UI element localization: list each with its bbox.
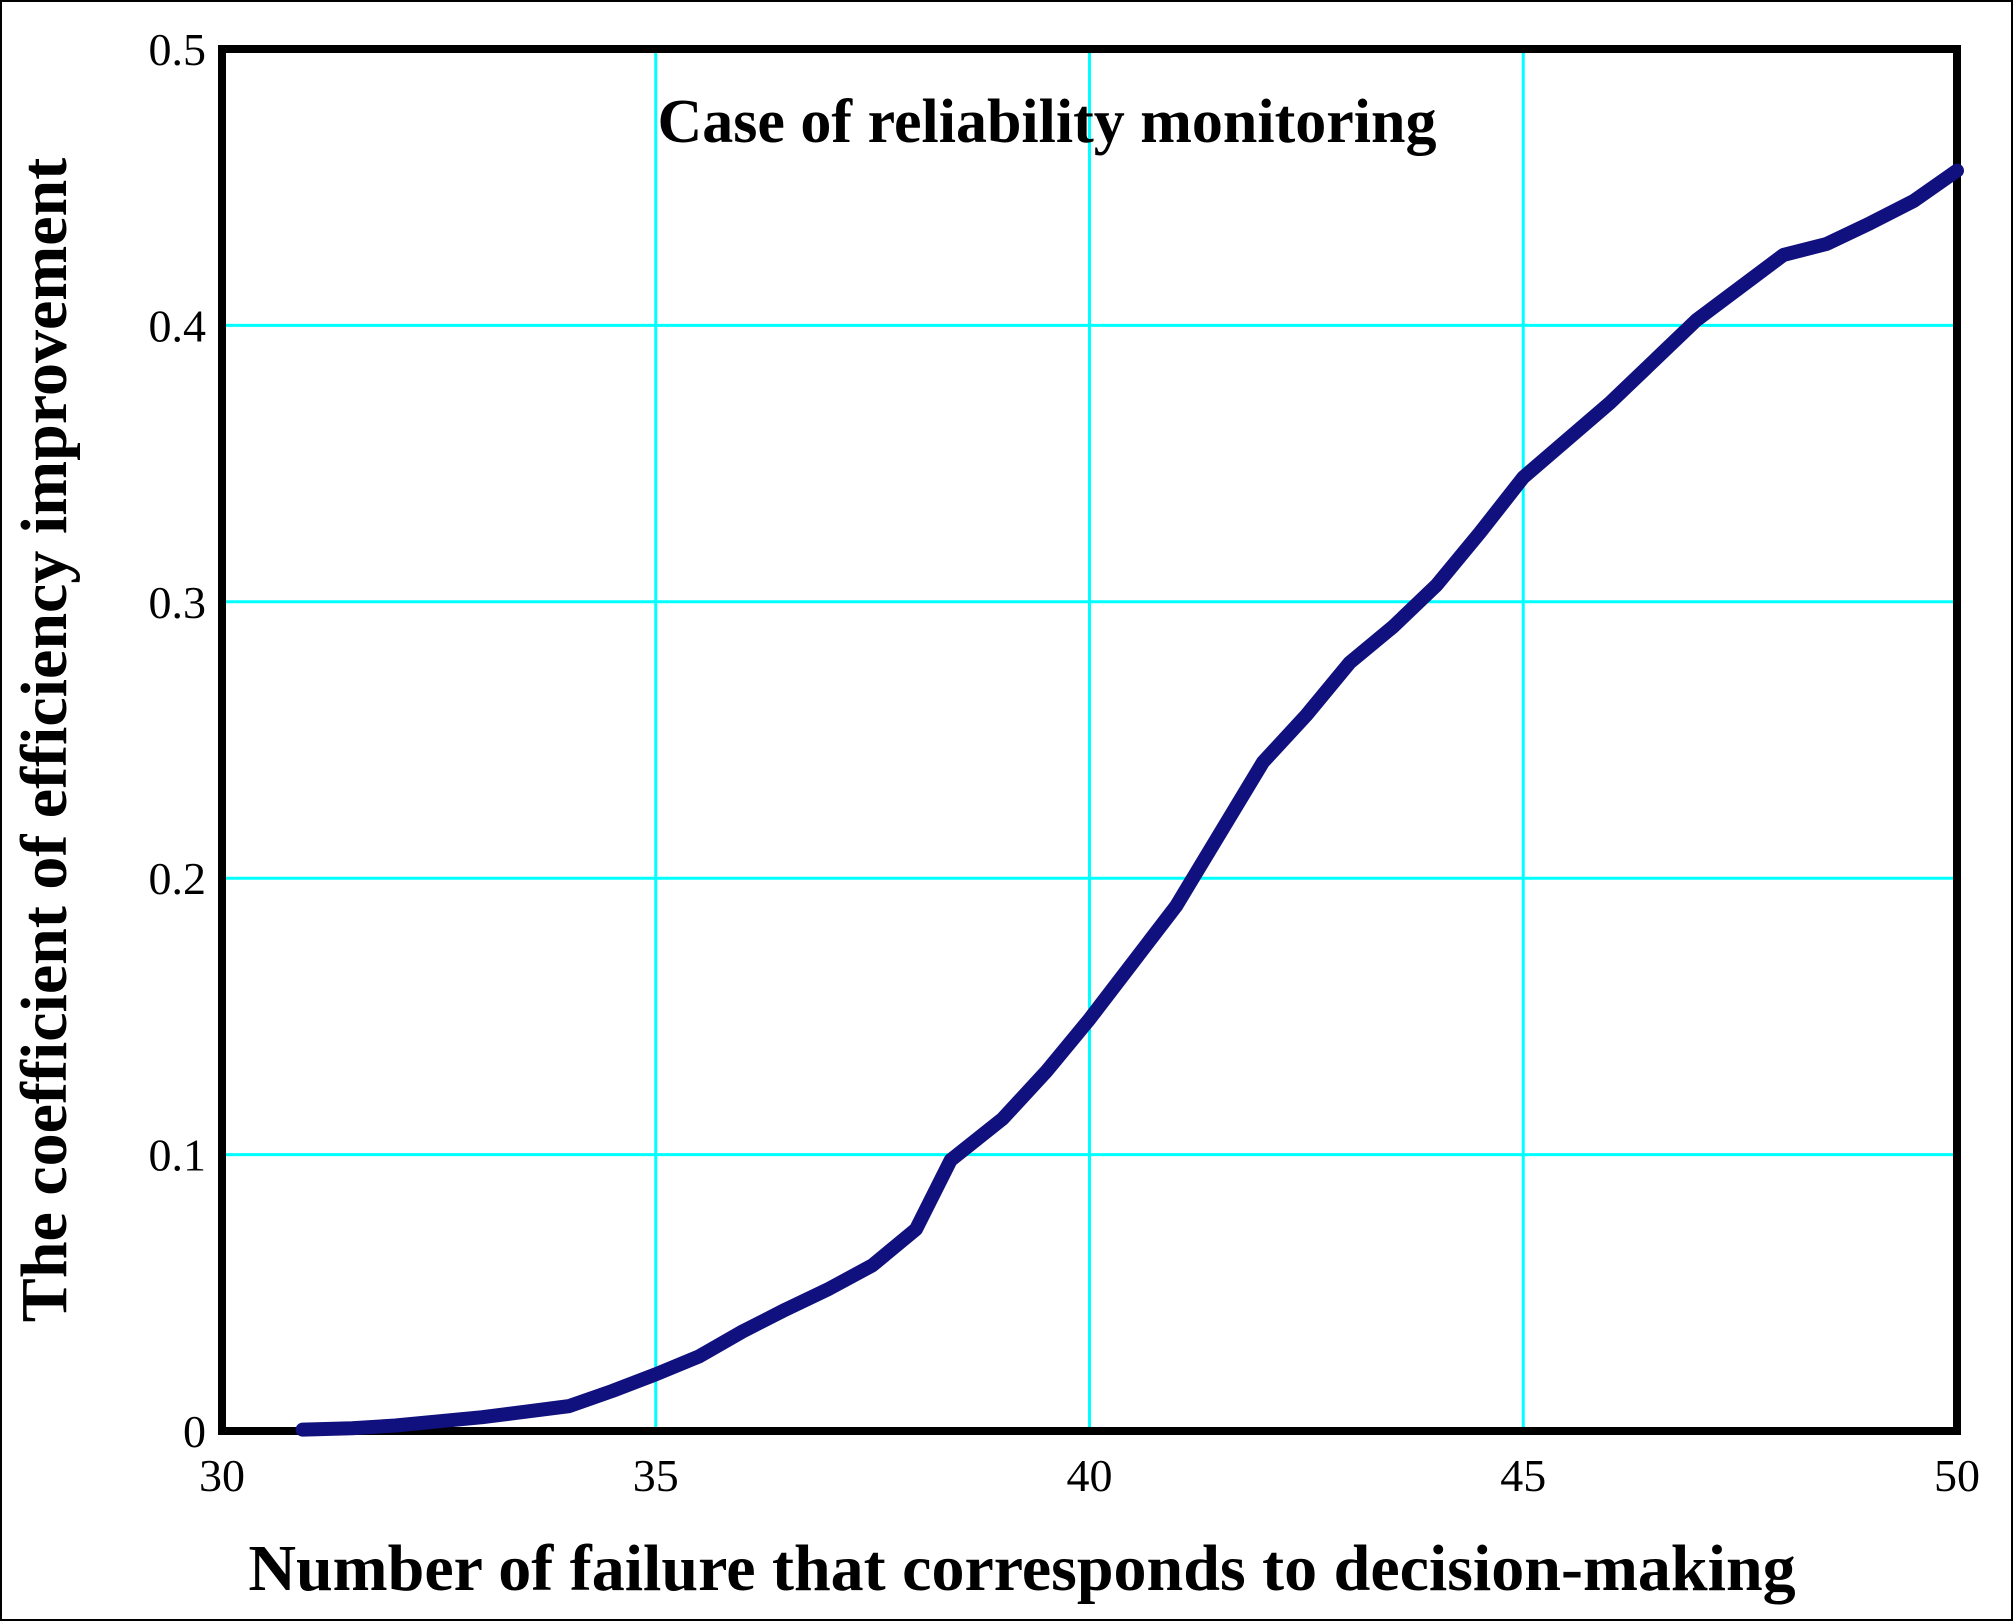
y-tick-label: 0.1	[149, 1130, 207, 1181]
plot-border	[218, 45, 1961, 1435]
x-tick-label: 35	[633, 1450, 679, 1501]
chart-title: Case of reliability monitoring	[658, 88, 1437, 156]
y-tick-labels: 0 0.1 0.2 0.3 0.4 0.5	[149, 24, 207, 1457]
x-tick-label: 50	[1934, 1450, 1980, 1501]
data-curve	[295, 163, 1964, 1437]
y-tick-label: 0	[183, 1406, 206, 1457]
y-tick-label: 0.2	[149, 853, 207, 904]
x-tick-label: 40	[1067, 1450, 1113, 1501]
y-tick-label: 0.5	[149, 24, 207, 75]
gridlines	[222, 49, 1957, 1431]
x-tick-labels: 30 35 40 45 50	[199, 1450, 1980, 1501]
y-tick-label: 0.3	[149, 577, 207, 628]
y-axis-label: The coefficient of efficiency improvemen…	[8, 158, 81, 1322]
x-axis-label: Number of failure that corresponds to de…	[248, 1532, 1795, 1605]
x-tick-label: 45	[1500, 1450, 1546, 1501]
x-tick-label: 30	[199, 1450, 245, 1501]
y-tick-label: 0.4	[149, 300, 207, 351]
